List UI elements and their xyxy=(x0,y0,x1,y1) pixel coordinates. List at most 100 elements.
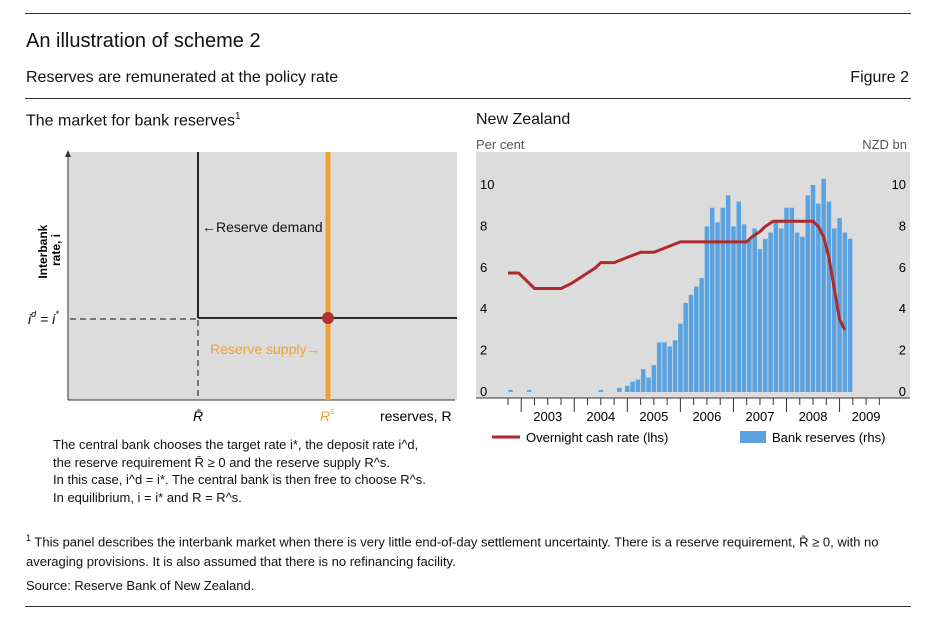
x-tick-label: 2004 xyxy=(586,409,615,424)
diagram-y-tick: id = i* xyxy=(28,309,59,327)
reserve-bar xyxy=(598,389,604,392)
reserve-bar xyxy=(662,342,667,392)
y-tick-right: 4 xyxy=(899,301,906,316)
description-line: the reserve requirement R̄ ≥ 0 and the r… xyxy=(53,454,390,470)
y-tick-right: 2 xyxy=(899,343,906,358)
diagram-y-label-line2: rate, i xyxy=(49,234,63,266)
reserve-bar xyxy=(656,342,662,392)
y-tick-left: 2 xyxy=(480,343,487,358)
reserve-bar xyxy=(667,346,673,392)
reserve-bar xyxy=(773,220,779,392)
subtitle-rule xyxy=(25,98,911,99)
diagram-x-tick-rbar: R̄ xyxy=(193,408,203,424)
reserve-bar xyxy=(617,387,622,392)
diagram-x-tick-rs: Rs xyxy=(320,406,335,424)
diagram-description: The central bank chooses the target rate… xyxy=(53,436,426,506)
source-note: Source: Reserve Bank of New Zealand. xyxy=(26,578,255,593)
reserve-bar xyxy=(646,377,651,392)
reserve-bar xyxy=(683,302,688,392)
y-tick-left: 8 xyxy=(480,218,487,233)
footnote: 1 This panel describes the interbank mar… xyxy=(26,528,912,572)
reserve-bar xyxy=(741,224,747,392)
reserve-bar xyxy=(784,207,789,392)
footnote-text: This panel describes the interbank marke… xyxy=(26,534,879,570)
reserve-bar xyxy=(672,340,678,392)
left-panel-title: The market for bank reserves1 xyxy=(26,111,241,130)
reserve-bar xyxy=(694,286,699,392)
y-tick-sup-star: * xyxy=(55,309,59,319)
reserve-bar xyxy=(768,232,773,392)
reserve-bar xyxy=(816,203,821,392)
new-zealand-chart: 0 02 24 46 68 810 10 2003 2004 2005 2006 2007 2008 2… xyxy=(476,152,910,445)
x-tick-label: 2007 xyxy=(746,409,775,424)
reserve-bar xyxy=(651,365,657,392)
x-tick-label: 2009 xyxy=(852,409,881,424)
equilibrium-point xyxy=(322,312,334,324)
reserve-bar xyxy=(709,207,715,392)
figure-number: Figure 2 xyxy=(850,69,909,86)
reserve-bar xyxy=(526,389,532,392)
figure-subtitle: Reserves are remunerated at the policy r… xyxy=(26,69,339,86)
reserve-bar xyxy=(715,222,720,392)
description-line: In equilibrium, i = i* and R = R^s. xyxy=(53,489,242,505)
reserve-demand-label-text: Reserve demand xyxy=(216,219,323,235)
diagram-background xyxy=(68,152,457,400)
legend-bar-swatch xyxy=(740,431,766,443)
y-tick-labels: 0 0 2 2 4 4 6 6 8 8 10 10 xyxy=(480,177,906,399)
reserve-bar xyxy=(635,379,641,392)
right-axis-label: NZD bn xyxy=(862,137,907,152)
x-tick-sup-s: s xyxy=(330,406,335,416)
reserve-bar xyxy=(704,226,710,392)
x-ticks: 2003 2004 2005 2006 2007 2008 2009 xyxy=(507,398,881,424)
y-tick-left: 6 xyxy=(480,260,487,275)
diagram-y-label: Interbank rate, i xyxy=(36,221,63,278)
reserve-bar xyxy=(508,389,513,392)
legend-line-label: Overnight cash rate (lhs) xyxy=(526,430,668,445)
reserve-bar xyxy=(736,201,742,392)
bottom-rule xyxy=(25,606,911,607)
y-tick-right: 6 xyxy=(899,260,906,275)
left-axis-label: Per cent xyxy=(476,137,525,152)
reserve-bar xyxy=(800,236,805,392)
top-rule xyxy=(25,13,911,14)
reserve-bar xyxy=(678,323,683,392)
reserve-bar xyxy=(805,195,810,392)
figure-title: An illustration of scheme 2 xyxy=(26,30,261,52)
x-tick-label: 2003 xyxy=(533,409,562,424)
reserve-bar xyxy=(688,294,694,392)
x-tick-label: 2006 xyxy=(692,409,721,424)
y-tick-right: 10 xyxy=(892,177,906,192)
diagram-y-arrow xyxy=(65,150,71,157)
description-line: In this case, i^d = i*. The central bank… xyxy=(53,472,426,487)
overnight-cash-rate-line xyxy=(508,219,847,331)
y-tick-right: 8 xyxy=(899,218,906,233)
y-tick-left: 10 xyxy=(480,177,494,192)
diagram-y-label-line1: Interbank xyxy=(36,224,50,278)
right-panel-title: New Zealand xyxy=(476,111,571,128)
reserve-bar xyxy=(699,278,704,392)
reserve-demand-label: ←Reserve demand xyxy=(202,219,323,235)
reserve-supply-label: Reserve supply→ xyxy=(210,341,321,357)
diagram-x-label: reserves, R xyxy=(380,408,452,424)
reserve-bar xyxy=(747,238,752,392)
reserves-market-diagram: Interbank rate, i ←Reserve demand Reserv… xyxy=(28,150,457,424)
reserve-bar xyxy=(826,201,832,392)
description-line: The central bank chooses the target rate… xyxy=(53,437,419,452)
footnote-mark: 1 xyxy=(26,533,32,543)
legend-bar-label: Bank reserves (rhs) xyxy=(772,430,885,445)
reserve-bar xyxy=(794,232,800,392)
left-panel-title-text: The market for bank reserves xyxy=(26,112,235,130)
y-tick-eq: = i xyxy=(36,311,56,327)
reserve-bar xyxy=(763,238,768,392)
reserve-bar xyxy=(778,228,784,392)
reserve-bar xyxy=(842,232,848,392)
reserve-bar xyxy=(731,226,736,392)
reserve-bar xyxy=(847,238,853,392)
reserve-bar xyxy=(752,228,757,392)
reserve-bar xyxy=(831,228,837,392)
reserve-bar xyxy=(789,207,795,392)
x-tick-label: 2005 xyxy=(639,409,668,424)
chart-legend: Overnight cash rate (lhs) Bank reserves (… xyxy=(492,430,885,445)
reserve-bar xyxy=(757,249,763,392)
y-tick-left: 4 xyxy=(480,301,487,316)
